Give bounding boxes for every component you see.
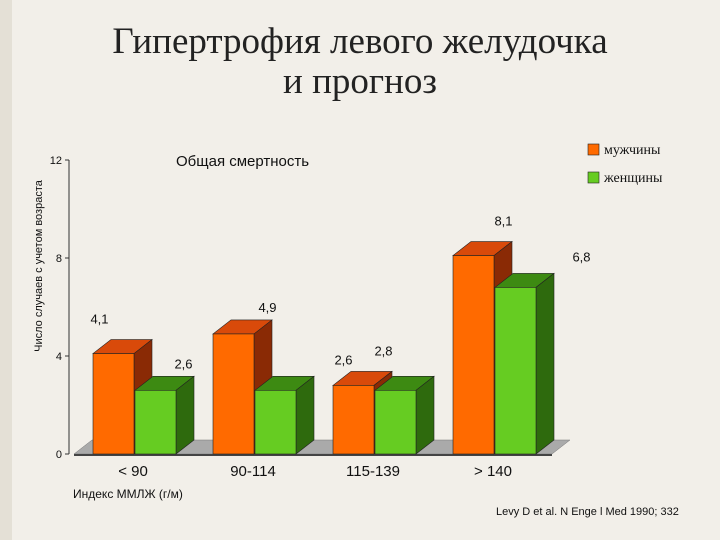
bar-female-side <box>415 375 435 455</box>
chart-floor-front <box>74 454 552 456</box>
bar-male <box>212 333 255 455</box>
bar-female <box>494 287 537 455</box>
bar-female <box>254 389 297 455</box>
citation: Levy D et al. N Enge l Med 1990; 332 <box>496 506 679 518</box>
data-label-male: 8,1 <box>494 214 512 229</box>
bar-male <box>452 255 495 455</box>
legend-swatch <box>587 143 600 156</box>
slide-title: Гипертрофия левого желудочка и прогноз <box>0 22 720 102</box>
y-tick-label: 8 <box>56 253 62 265</box>
y-tick-label: 4 <box>56 351 62 363</box>
data-label-female: 6,8 <box>572 249 590 264</box>
y-tick-label: 0 <box>56 449 62 461</box>
x-tick-label: < 90 <box>118 463 148 480</box>
bar-male <box>332 385 375 455</box>
x-tick-label: 115-139 <box>346 463 400 480</box>
legend-label: мужчины <box>604 143 661 158</box>
legend-swatch <box>587 171 600 184</box>
bar-female <box>374 389 417 455</box>
data-label-female: 2,6 <box>174 356 192 371</box>
data-label-male: 2,8 <box>374 343 392 358</box>
title-line-2: и прогноз <box>283 61 437 102</box>
x-tick-label: > 140 <box>474 463 512 480</box>
chart-title: Общая смертность <box>176 153 309 170</box>
bar-female-side <box>175 375 195 455</box>
x-tick-label: 90-114 <box>230 463 276 480</box>
slide-left-rule <box>0 0 12 540</box>
legend-label: женщины <box>603 171 663 186</box>
data-label-male: 4,9 <box>258 300 276 315</box>
bar-female-side <box>535 272 555 455</box>
bar-female-side <box>295 375 315 455</box>
bar-male <box>92 353 135 455</box>
title-line-1: Гипертрофия левого желудочка <box>112 21 608 62</box>
x-axis-label: Индекс ММЛЖ (г/м) <box>73 487 183 501</box>
data-label-female: 2,6 <box>334 352 352 367</box>
data-label-male: 4,1 <box>90 312 108 327</box>
y-axis-label: Число случаев с учетом возраста <box>33 179 45 352</box>
bar-female <box>134 389 177 455</box>
y-tick-label: 12 <box>50 155 62 167</box>
